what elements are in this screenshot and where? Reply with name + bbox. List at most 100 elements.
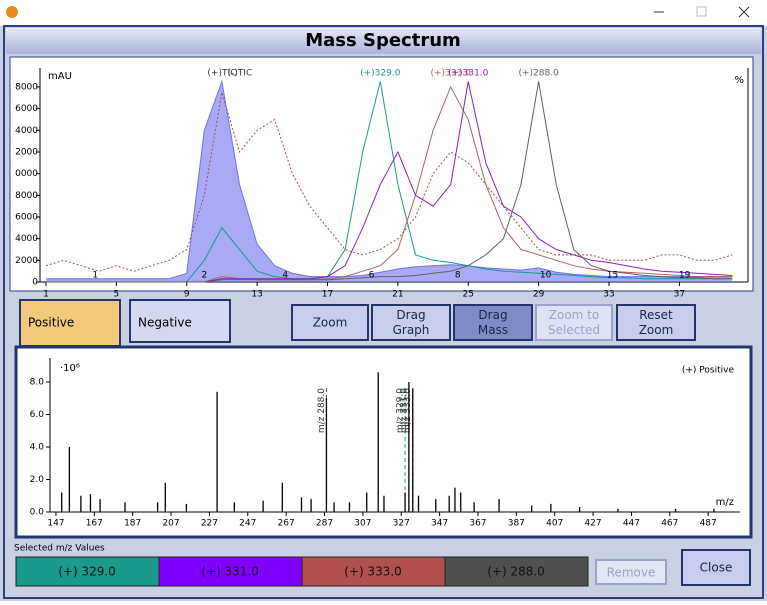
x-tick-label: 387 <box>508 519 525 529</box>
y-tick-label: 8.0 <box>30 378 45 388</box>
swatch-label[interactable]: (+) 288.0 <box>487 565 545 579</box>
swatch[interactable] <box>301 556 446 587</box>
x-tick-label: 287 <box>316 519 333 529</box>
tab-label[interactable]: Negative <box>138 316 192 330</box>
swatch[interactable] <box>15 556 160 587</box>
button[interactable] <box>616 304 696 341</box>
button-label[interactable]: Graph <box>393 323 430 337</box>
x-tick-label: 247 <box>239 519 256 529</box>
x-tick-label: 447 <box>623 519 640 529</box>
x-tick-label: 25 <box>463 290 474 300</box>
swatch-label[interactable]: (+) 333.0 <box>344 565 402 579</box>
tab[interactable] <box>129 299 231 343</box>
x-tick-label: 427 <box>584 519 601 529</box>
y-tick-label: 8000 <box>15 191 38 201</box>
x-tick-label: 29 <box>533 290 545 300</box>
peak-number: 1 <box>92 271 98 281</box>
remove-button <box>595 559 667 585</box>
x-tick-label: 37 <box>674 290 685 300</box>
x-tick-label: 1 <box>43 290 49 300</box>
x-tick-label: 487 <box>700 519 717 529</box>
marker-label: m/z 288.0 <box>317 388 327 433</box>
close-button[interactable] <box>681 549 751 586</box>
button-label[interactable]: Drag <box>396 308 425 322</box>
trace-label: (+)329.0 <box>360 69 401 79</box>
x-tick-label: 187 <box>124 519 141 529</box>
remove-label: Remove <box>607 566 656 580</box>
app-icon <box>6 6 18 18</box>
x-tick-label: 227 <box>201 519 218 529</box>
y-tick-label: 2.0 <box>30 475 45 485</box>
y-label: mAU <box>48 71 72 82</box>
button-label[interactable]: Zoom <box>313 316 348 330</box>
trace-label: (+)331.0 <box>448 69 489 79</box>
x-tick-label: 267 <box>278 519 295 529</box>
trace-label: (+)288.0 <box>518 69 559 79</box>
trace-label: (-)TIC <box>228 69 253 79</box>
marker-label: m/z 333.0 <box>403 388 413 433</box>
button-label[interactable]: Zoom <box>639 323 674 337</box>
button-label[interactable]: Mass <box>478 323 508 337</box>
peak-number: 4 <box>282 271 288 281</box>
x-tick-label: 327 <box>393 519 410 529</box>
y-tick-label: 2000 <box>15 256 38 266</box>
tab-label[interactable]: Positive <box>28 316 74 330</box>
y-tick-label: 0000 <box>15 169 38 179</box>
x-tick-label: 147 <box>47 519 64 529</box>
marker-label: m/z 331.0 <box>399 388 409 433</box>
series-line <box>45 92 733 272</box>
selected-label: Selected m/z Values <box>14 544 105 554</box>
swatch-label[interactable]: (+) 329.0 <box>58 565 116 579</box>
header <box>6 28 761 54</box>
marker-label: m/z 329.0 <box>396 388 406 433</box>
x-tick-label: 21 <box>392 290 403 300</box>
x-tick-label: 407 <box>546 519 563 529</box>
x-tick-label: 5 <box>113 290 119 300</box>
peak-number: 8 <box>455 271 461 281</box>
x-tick-label: 9 <box>184 290 190 300</box>
x-tick-label: 467 <box>661 519 678 529</box>
series-line <box>46 81 733 283</box>
y-tick-label: 4000 <box>15 234 38 244</box>
x-tick-label: 17 <box>322 290 333 300</box>
swatch-label[interactable]: (+) 331.0 <box>201 565 259 579</box>
peak-number: 2 <box>201 271 207 281</box>
maximize[interactable] <box>696 6 707 17</box>
close-x[interactable] <box>738 6 750 18</box>
y-tick-label: 6000 <box>15 104 38 114</box>
window-title: Mass Spectrum <box>305 30 461 51</box>
button <box>535 304 613 341</box>
button-label[interactable]: Reset <box>639 308 673 322</box>
swatch[interactable] <box>444 556 589 587</box>
button-label: Selected <box>548 323 600 337</box>
y-tick-label: 2000 <box>15 147 38 157</box>
button[interactable] <box>453 304 533 341</box>
trace-label: (+)333.0 <box>430 69 471 79</box>
y-tick-label: 0 <box>32 278 38 288</box>
legend: (+) Positive <box>682 366 735 376</box>
x-label: m/z <box>716 497 734 508</box>
y-tick-label: 6.0 <box>30 410 45 420</box>
tab[interactable] <box>19 299 121 347</box>
series-area <box>45 81 733 282</box>
x-tick-label: 307 <box>354 519 371 529</box>
title-bar <box>0 0 767 26</box>
button-label[interactable]: Drag <box>478 308 507 322</box>
y-tick-label: 8000 <box>15 82 38 92</box>
close-label[interactable]: Close <box>700 561 733 575</box>
peak-number: 6 <box>369 271 375 281</box>
x-tick-label: 207 <box>162 519 179 529</box>
button[interactable] <box>291 304 369 341</box>
y-tick-label: 0.0 <box>30 508 45 518</box>
x-tick-label: 33 <box>603 290 614 300</box>
peak-number: 10 <box>540 271 552 281</box>
x-tick-label: 13 <box>251 290 262 300</box>
series-line <box>46 79 733 280</box>
chromatogram-panel <box>9 56 754 292</box>
y-tick-label: 4000 <box>15 126 38 136</box>
exponent-label: ·10⁶ <box>60 363 80 374</box>
y-tick-label: 4.0 <box>30 443 45 453</box>
button[interactable] <box>371 304 451 341</box>
x-tick-label: 347 <box>431 519 448 529</box>
